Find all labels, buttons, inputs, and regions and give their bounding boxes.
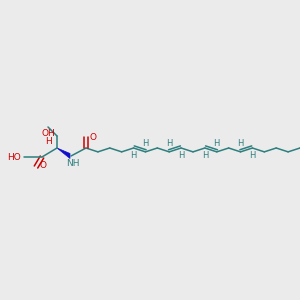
Text: H: H bbox=[142, 140, 148, 148]
Text: H: H bbox=[178, 152, 184, 160]
Text: H: H bbox=[214, 140, 220, 148]
Text: NH: NH bbox=[66, 158, 80, 167]
Text: OH: OH bbox=[41, 130, 55, 139]
Text: H: H bbox=[130, 152, 137, 160]
Text: H: H bbox=[249, 152, 256, 160]
Text: H: H bbox=[166, 140, 172, 148]
Text: H: H bbox=[45, 136, 51, 146]
Text: O: O bbox=[39, 161, 46, 170]
Text: H: H bbox=[202, 152, 208, 160]
Text: O: O bbox=[90, 134, 97, 142]
Polygon shape bbox=[57, 148, 70, 158]
Text: H: H bbox=[237, 140, 244, 148]
Text: HO: HO bbox=[7, 152, 21, 161]
